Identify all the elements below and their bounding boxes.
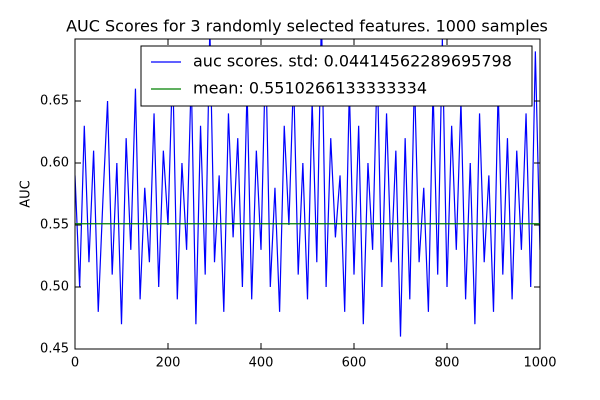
- legend: auc scores. std: 0.04414562289695798 mean…: [140, 45, 533, 107]
- y-tick-label: 0.60: [40, 156, 69, 171]
- x-tick-label: 0: [71, 356, 79, 371]
- legend-label: mean: 0.5510266133333334: [193, 79, 427, 98]
- y-tick-label: 0.45: [40, 342, 69, 357]
- y-axis-label: AUC: [19, 180, 34, 208]
- x-tick-label: 400: [249, 356, 274, 371]
- plot-area: [75, 39, 540, 337]
- x-tick-label: 200: [156, 356, 181, 371]
- data-line: [75, 39, 540, 337]
- chart-title: AUC Scores for 3 randomly selected featu…: [66, 17, 548, 36]
- legend-box: [140, 45, 533, 107]
- x-tick-label: 600: [342, 356, 367, 371]
- y-tick-label: 0.50: [40, 280, 69, 295]
- legend-label: auc scores. std: 0.04414562289695798: [193, 52, 512, 71]
- axes-frame: [74, 38, 541, 350]
- x-tick-label: 1000: [523, 356, 556, 371]
- y-tick-label: 0.65: [40, 94, 69, 109]
- x-tick-label: 800: [435, 356, 460, 371]
- y-tick-label: 0.55: [40, 218, 69, 233]
